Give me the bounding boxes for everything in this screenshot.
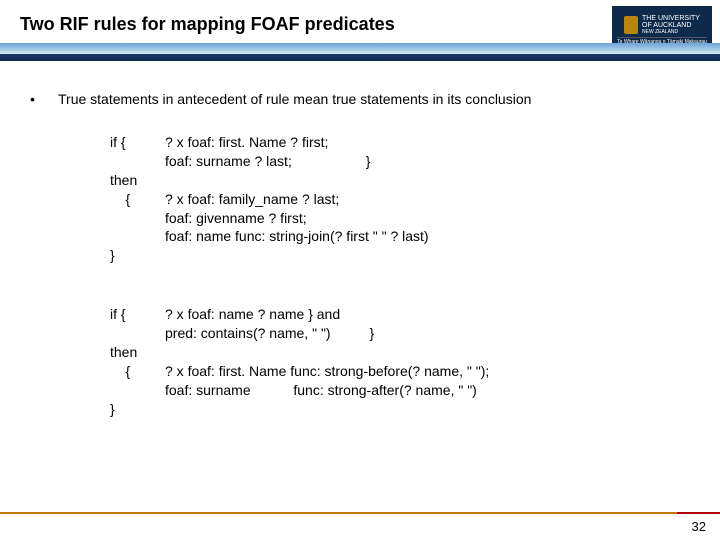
then-keyword: then [110,171,165,190]
bullet-marker: • [30,91,58,107]
slide-header: Two RIF rules for mapping FOAF predicate… [0,0,720,43]
close-brace: } [110,246,165,265]
footer-divider [0,512,720,514]
bullet-text: True statements in antecedent of rule me… [58,91,531,107]
then-body: ? x foaf: family_name ? last; [165,190,339,209]
then-body: foaf: givenname ? first; [165,209,307,228]
if-body: ? x foaf: first. Name ? first; [165,133,328,152]
if-body: foaf: surname ? last; } [165,152,370,171]
then-brace: { [110,190,165,209]
crest-icon [624,16,638,34]
rule-block-2: if { ? x foaf: name ? name } and pred: c… [110,305,690,418]
then-brace: { [110,362,165,381]
logo-text: THE UNIVERSITY OF AUCKLAND NEW ZEALAND [642,15,700,36]
slide-content: • True statements in antecedent of rule … [0,61,720,419]
close-brace: } [110,400,165,419]
logo-nz: NEW ZEALAND [642,30,700,36]
if-keyword: if { [110,305,165,324]
then-body: foaf: name func: string-join(? first " "… [165,227,429,246]
rule-block-1: if { ? x foaf: first. Name ? first; foaf… [110,133,690,265]
if-body: ? x foaf: name ? name } and [165,305,340,324]
then-body: ? x foaf: first. Name func: strong-befor… [165,362,489,381]
if-body: pred: contains(? name, " ") } [165,324,374,343]
bullet-point: • True statements in antecedent of rule … [30,91,690,107]
page-number: 32 [692,519,706,534]
header-divider-bar [0,43,720,61]
logo-line1: THE UNIVERSITY [642,15,700,23]
then-keyword: then [110,343,165,362]
slide-title: Two RIF rules for mapping FOAF predicate… [20,14,700,35]
then-body: foaf: surname func: strong-after(? name,… [165,381,477,400]
if-keyword: if { [110,133,165,152]
